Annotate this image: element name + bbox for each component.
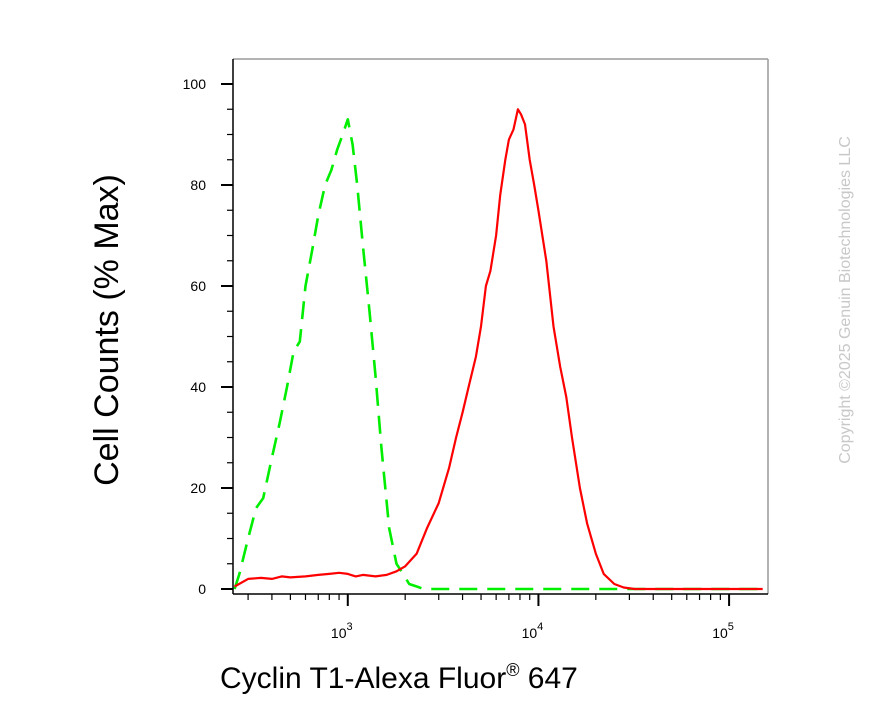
y-tick-label: 60 xyxy=(190,278,206,294)
x-tick-label: 105 xyxy=(712,621,734,641)
y-tick-label: 20 xyxy=(190,480,206,496)
x-axis-label-superscript: ® xyxy=(506,660,519,680)
y-axis-label: Cell Counts (% Max) xyxy=(88,174,126,486)
x-axis-label: Cyclin T1-Alexa Fluor® 647 xyxy=(220,660,578,695)
y-tick-label: 80 xyxy=(190,177,206,193)
x-axis-label-main: Cyclin T1-Alexa Fluor xyxy=(220,662,506,695)
y-tick-label: 100 xyxy=(183,76,207,92)
plot-area xyxy=(233,59,768,594)
y-tick-label: 0 xyxy=(198,581,206,597)
series-line-solid xyxy=(234,108,763,591)
y-tick-label: 40 xyxy=(190,379,206,395)
x-axis-label-suffix: 647 xyxy=(519,662,577,695)
copyright-watermark: Copyright ©2025 Genuin Biotechnologies L… xyxy=(837,136,854,464)
x-tick-label: 103 xyxy=(331,621,353,641)
x-tick-label: 104 xyxy=(522,621,544,641)
